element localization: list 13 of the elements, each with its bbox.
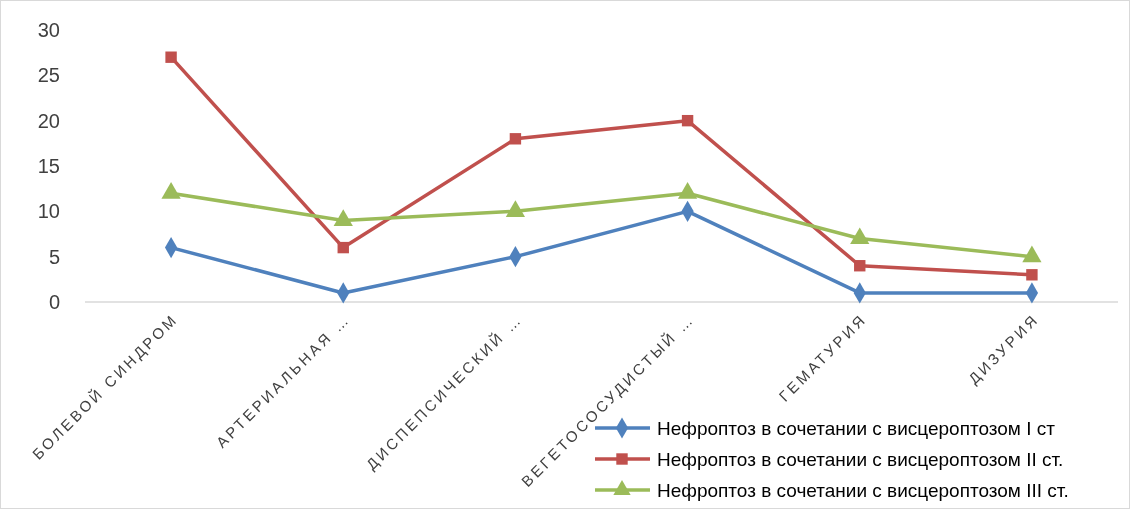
y-tick-label: 25 [37, 64, 60, 87]
y-tick-label: 0 [48, 291, 60, 313]
point [1026, 269, 1038, 281]
y-tick-label: 15 [37, 155, 60, 177]
y-tick-label: 5 [48, 245, 60, 268]
point [337, 241, 349, 254]
y-tick-label: 10 [37, 200, 60, 223]
y-tick-label: 30 [37, 19, 60, 41]
point [854, 260, 866, 272]
point [165, 51, 177, 63]
point [681, 114, 694, 127]
point [509, 133, 522, 145]
y-tick-label: 20 [37, 109, 60, 132]
